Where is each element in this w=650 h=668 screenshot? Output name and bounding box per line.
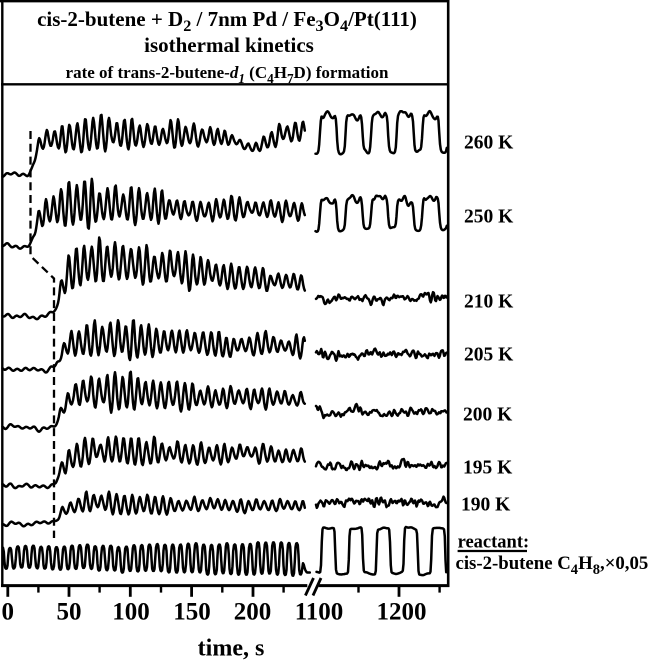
svg-text:0: 0 [2, 599, 15, 626]
svg-text:1200: 1200 [377, 599, 427, 626]
svg-text:200: 200 [234, 599, 272, 626]
svg-text:rate of trans-2-butene-d1 (C4H: rate of trans-2-butene-d1 (C4H7D) format… [66, 63, 389, 86]
svg-text:205 K: 205 K [464, 345, 514, 366]
svg-text:210 K: 210 K [464, 292, 514, 313]
svg-text:100: 100 [112, 599, 150, 626]
svg-text:time, s: time, s [198, 636, 265, 662]
svg-text:reactant:: reactant: [458, 533, 530, 553]
svg-text:cis-2-butene C4H8,×0,05: cis-2-butene C4H8,×0,05 [456, 553, 649, 578]
svg-text:50: 50 [57, 599, 82, 626]
svg-text:150: 150 [173, 599, 211, 626]
svg-text:200 K: 200 K [463, 405, 513, 426]
svg-text:250 K: 250 K [464, 207, 514, 228]
svg-text:isothermal kinetics: isothermal kinetics [144, 33, 314, 57]
svg-text:190 K: 190 K [461, 495, 511, 516]
svg-text:1100: 1100 [295, 599, 344, 626]
svg-text:195 K: 195 K [463, 458, 513, 479]
svg-text:cis-2-butene + D2 / 7nm Pd / F: cis-2-butene + D2 / 7nm Pd / Fe3O4/Pt(11… [37, 7, 417, 35]
svg-text:260 K: 260 K [464, 133, 514, 154]
